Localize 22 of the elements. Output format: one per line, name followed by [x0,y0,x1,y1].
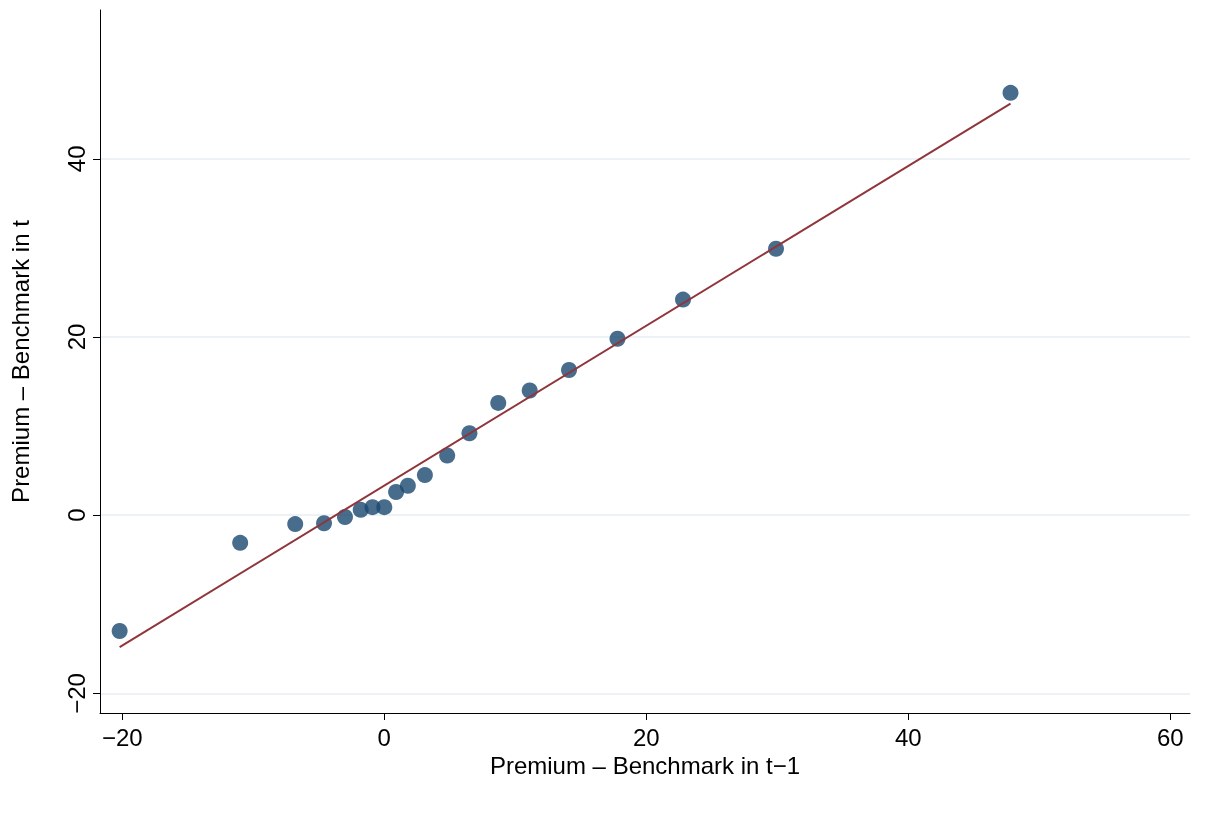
point [490,394,507,411]
y-tick-label: 40 [62,145,90,173]
y-tick-label: −20 [62,673,90,714]
point [388,484,405,501]
x-tick-label: 0 [377,723,391,751]
point [287,516,304,533]
x-axis-title: Premium – Benchmark in t−1 [489,752,801,780]
y-tick-label: 20 [62,323,90,351]
point [1002,84,1019,101]
x-tick-label: 40 [894,723,922,751]
point [376,499,393,516]
x-tick-label: −20 [101,723,143,751]
point [416,467,433,484]
x-tick-label: 60 [1157,723,1184,751]
x-tick-label: 20 [632,723,660,751]
y-tick-label: 0 [62,508,90,522]
point [399,477,416,494]
point [111,623,128,640]
y-axis-title: Premium – Benchmark in t [6,219,34,503]
point [337,508,353,525]
point [439,447,456,464]
point [232,534,249,551]
